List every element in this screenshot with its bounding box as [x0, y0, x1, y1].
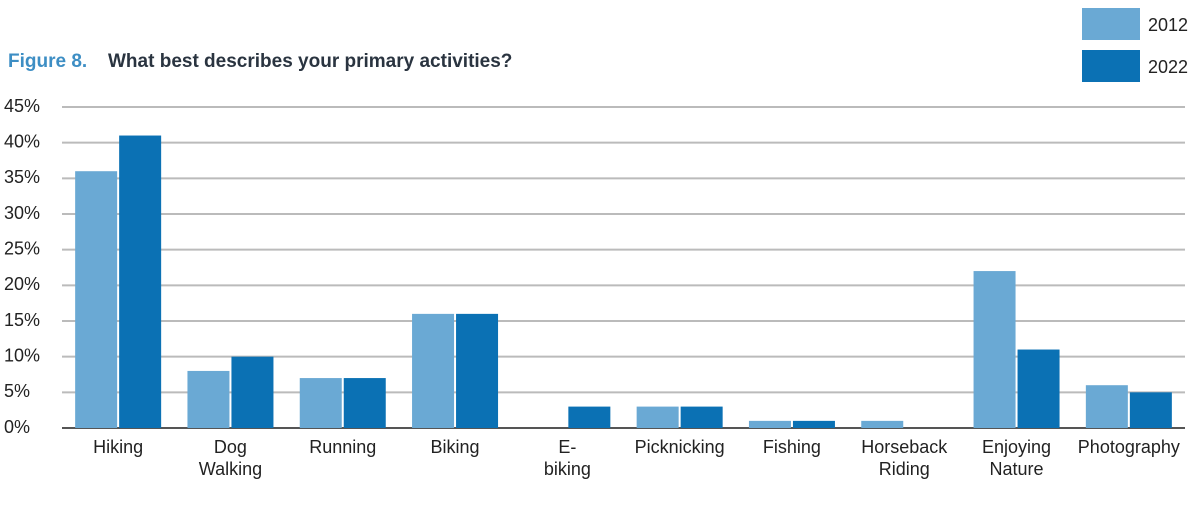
bar	[1085, 385, 1128, 428]
bar	[1129, 392, 1172, 428]
y-tick-label: 45%	[4, 96, 40, 116]
legend-label: 2012	[1148, 15, 1188, 35]
bar	[680, 406, 723, 428]
bar	[792, 420, 835, 428]
x-tick-label: Horseback Riding	[861, 437, 948, 479]
x-tick-label: Hiking	[93, 437, 144, 457]
y-tick-label: 35%	[4, 167, 40, 187]
bar	[568, 406, 611, 428]
y-tick-label: 5%	[4, 381, 30, 401]
y-tick-label: 0%	[4, 417, 30, 437]
x-tick-label: Dog Walking	[198, 437, 263, 479]
bar	[299, 378, 342, 428]
bar	[636, 406, 679, 428]
y-tick-label: 20%	[4, 274, 40, 294]
x-tick-label: Biking	[430, 437, 480, 457]
y-tick-label: 10%	[4, 345, 40, 365]
bar	[412, 313, 455, 428]
figure-label: Figure 8.	[8, 51, 87, 72]
chart-title: What best describes your primary activit…	[108, 51, 512, 72]
bar	[343, 378, 386, 428]
bar	[748, 420, 791, 428]
legend-swatch	[1082, 8, 1140, 40]
bar	[861, 420, 904, 428]
bar	[973, 271, 1016, 428]
bar	[119, 135, 162, 429]
bar	[1017, 349, 1060, 428]
y-tick-label: 25%	[4, 238, 40, 258]
y-tick-label: 30%	[4, 203, 40, 223]
x-tick-label: E-biking	[543, 437, 591, 479]
bar	[187, 370, 230, 428]
bar	[231, 356, 274, 428]
y-tick-label: 40%	[4, 131, 40, 151]
y-tick-label: 15%	[4, 310, 40, 330]
x-tick-label: Photography	[1077, 437, 1180, 457]
x-tick-label: Picknicking	[634, 437, 725, 457]
legend-label: 2022	[1148, 57, 1188, 77]
x-tick-label: Running	[309, 437, 377, 457]
x-tick-label: Enjoying Nature	[982, 437, 1052, 479]
legend-swatch	[1082, 50, 1140, 82]
x-tick-label: Fishing	[762, 437, 821, 457]
bar	[456, 313, 499, 428]
bar	[75, 171, 118, 428]
